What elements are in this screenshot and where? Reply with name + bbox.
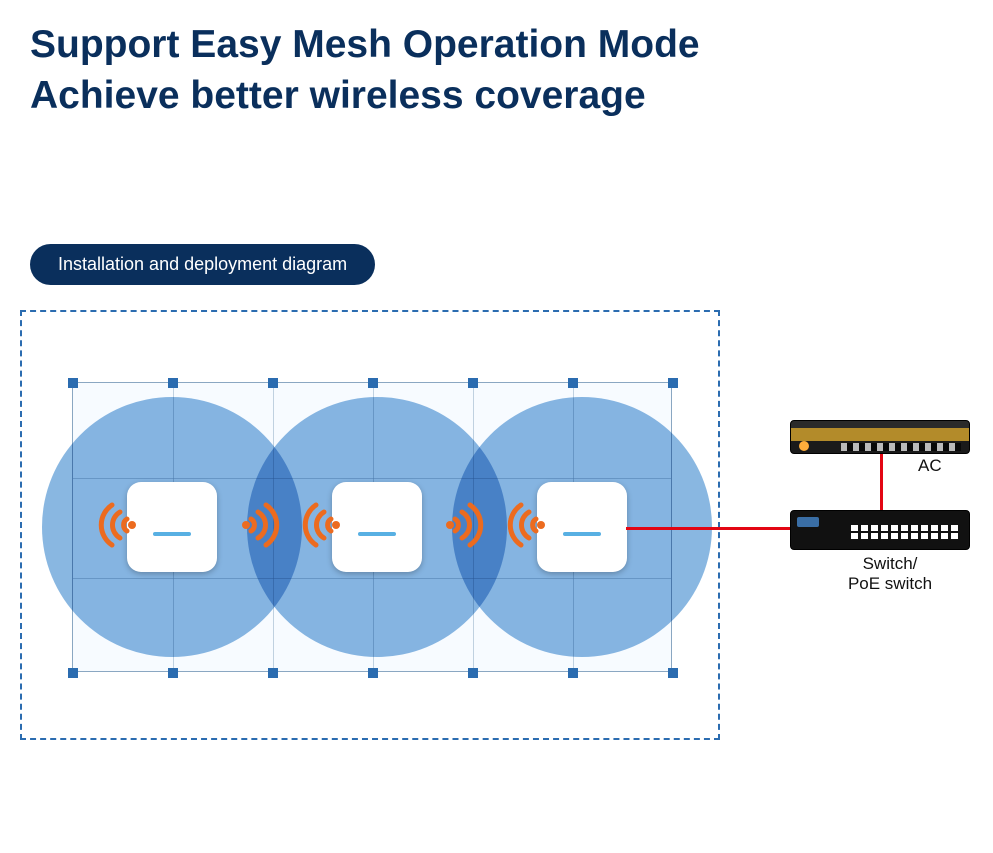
ac-label: AC bbox=[918, 456, 968, 476]
page-heading: Support Easy Mesh Operation Mode Achieve… bbox=[30, 20, 700, 121]
poe-switch-device bbox=[790, 510, 970, 550]
access-point-2 bbox=[332, 482, 422, 572]
heading-line-2: Achieve better wireless coverage bbox=[30, 71, 700, 122]
switch-label-line-2: PoE switch bbox=[848, 574, 932, 593]
diagram-frame bbox=[20, 310, 720, 740]
ethernet-cable bbox=[626, 527, 792, 530]
ac-controller-device bbox=[790, 420, 970, 454]
access-point-3 bbox=[537, 482, 627, 572]
switch-label: Switch/ PoE switch bbox=[820, 554, 960, 595]
uplink-cable bbox=[880, 454, 883, 510]
switch-label-line-1: Switch/ bbox=[863, 554, 918, 573]
access-point-1 bbox=[127, 482, 217, 572]
section-pill: Installation and deployment diagram bbox=[30, 244, 375, 285]
heading-line-1: Support Easy Mesh Operation Mode bbox=[30, 20, 700, 71]
